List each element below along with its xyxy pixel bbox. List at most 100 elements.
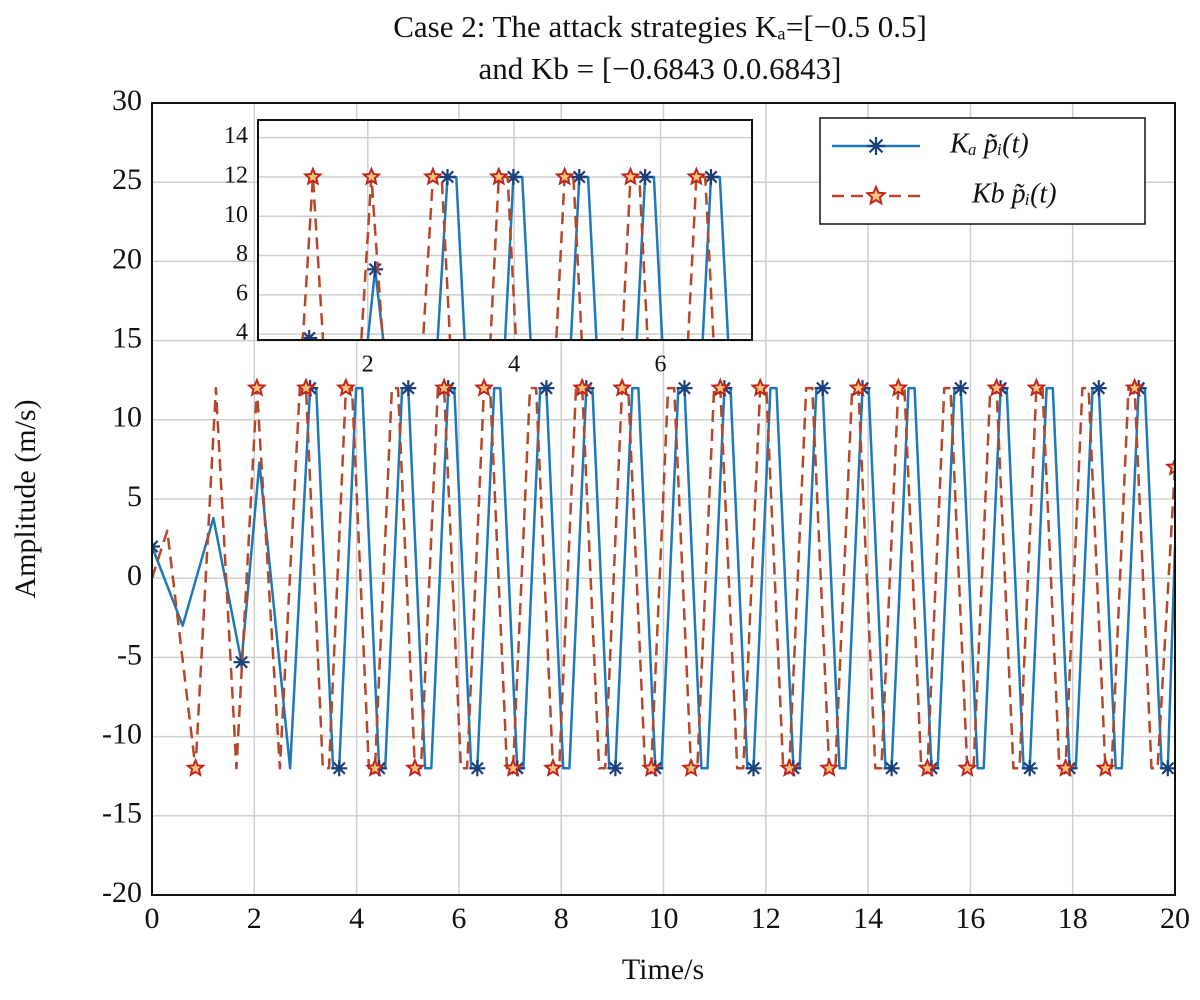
marker bbox=[542, 757, 564, 777]
marker bbox=[686, 166, 707, 186]
marker bbox=[612, 377, 633, 397]
y-tick-label: 10 bbox=[224, 202, 248, 228]
chart-title: and Kb = [−0.6843 0.0.6843] bbox=[478, 51, 841, 86]
marker bbox=[620, 166, 641, 186]
marker bbox=[473, 377, 495, 397]
marker bbox=[335, 377, 356, 397]
y-axis-label: Amplitude (m/s) bbox=[9, 399, 42, 598]
marker bbox=[957, 757, 978, 777]
legend-marker bbox=[867, 137, 885, 155]
marker bbox=[295, 377, 317, 397]
marker bbox=[422, 166, 443, 186]
y-tick-label: 0 bbox=[127, 559, 142, 592]
x-tick-label: 0 bbox=[145, 902, 160, 935]
y-tick-label: -20 bbox=[102, 876, 142, 909]
marker bbox=[641, 757, 662, 777]
axes-frame bbox=[257, 119, 753, 341]
marker bbox=[554, 166, 575, 186]
chart-title: Case 2: The attack strategies Kₐ=[−0.5 0… bbox=[393, 9, 927, 44]
y-tick-label: -5 bbox=[117, 638, 142, 671]
marker bbox=[676, 380, 693, 397]
x-axis-label: Time/s bbox=[622, 953, 704, 986]
x-tick-label: 4 bbox=[349, 902, 364, 935]
marker bbox=[1159, 760, 1175, 777]
marker bbox=[848, 377, 869, 397]
y-tick-label: 25 bbox=[112, 163, 142, 196]
y-tick-label: 6 bbox=[236, 280, 248, 306]
marker bbox=[1095, 757, 1116, 777]
marker bbox=[538, 380, 555, 397]
marker bbox=[503, 757, 524, 777]
marker bbox=[952, 380, 969, 397]
marker bbox=[331, 760, 348, 777]
marker bbox=[814, 380, 831, 397]
marker bbox=[367, 261, 384, 278]
y-tick-label: 20 bbox=[112, 242, 142, 275]
axes-frame bbox=[151, 102, 1176, 896]
marker bbox=[888, 377, 909, 397]
y-tick-label: 5 bbox=[127, 480, 142, 513]
marker bbox=[505, 169, 522, 185]
marker bbox=[1026, 377, 1047, 397]
x-tick-label: 2 bbox=[247, 902, 262, 935]
x-tick-label: 2 bbox=[362, 352, 374, 378]
marker bbox=[488, 166, 509, 186]
marker bbox=[703, 169, 719, 185]
marker bbox=[185, 757, 206, 777]
marker bbox=[301, 330, 318, 340]
marker bbox=[302, 166, 323, 186]
marker bbox=[681, 757, 702, 777]
x-tick-label: 6 bbox=[655, 352, 667, 378]
marker bbox=[637, 169, 654, 185]
series-group bbox=[152, 377, 1175, 777]
marker bbox=[710, 377, 731, 397]
y-tick-label: -15 bbox=[102, 797, 142, 830]
marker bbox=[361, 166, 382, 186]
x-tick-label: 12 bbox=[751, 902, 781, 935]
marker bbox=[1090, 380, 1107, 397]
series-group bbox=[301, 166, 1198, 655]
y-tick-label: 12 bbox=[224, 162, 248, 188]
marker bbox=[750, 377, 771, 397]
legend-marker bbox=[864, 184, 888, 206]
legend-label: Kb p̃ᵢ(t) bbox=[971, 178, 1057, 209]
marker bbox=[819, 757, 840, 777]
marker bbox=[434, 377, 455, 397]
marker bbox=[439, 169, 456, 185]
x-tick-label: 18 bbox=[1058, 902, 1088, 935]
x-tick-label: 14 bbox=[853, 902, 883, 935]
marker bbox=[233, 654, 250, 671]
marker bbox=[1164, 456, 1175, 476]
y-tick-label: 8 bbox=[236, 241, 248, 267]
marker bbox=[607, 760, 624, 777]
x-tick-label: 16 bbox=[955, 902, 985, 935]
marker bbox=[745, 760, 762, 777]
marker bbox=[469, 760, 486, 777]
plot-area bbox=[258, 120, 752, 340]
legend-label: Kₐ p̃ᵢ(t) bbox=[949, 128, 1029, 159]
y-tick-label: 15 bbox=[112, 321, 142, 354]
legend-box bbox=[819, 117, 1146, 225]
marker bbox=[1183, 640, 1198, 655]
marker bbox=[1055, 757, 1076, 777]
marker bbox=[917, 757, 938, 777]
y-tick-label: 30 bbox=[112, 84, 142, 117]
y-tick-label: 4 bbox=[236, 320, 248, 346]
marker bbox=[246, 377, 267, 397]
y-tick-label: -10 bbox=[102, 717, 142, 750]
x-tick-label: 20 bbox=[1160, 902, 1190, 935]
x-tick-label: 4 bbox=[508, 352, 520, 378]
marker bbox=[779, 757, 800, 777]
marker bbox=[1124, 377, 1145, 397]
x-tick-label: 6 bbox=[451, 902, 466, 935]
marker bbox=[400, 380, 417, 397]
x-tick-label: 8 bbox=[554, 902, 569, 935]
x-tick-label: 10 bbox=[649, 902, 679, 935]
marker bbox=[364, 757, 386, 777]
marker bbox=[986, 377, 1007, 397]
marker bbox=[1021, 760, 1038, 777]
y-tick-label: 10 bbox=[112, 401, 142, 434]
marker bbox=[572, 377, 593, 397]
